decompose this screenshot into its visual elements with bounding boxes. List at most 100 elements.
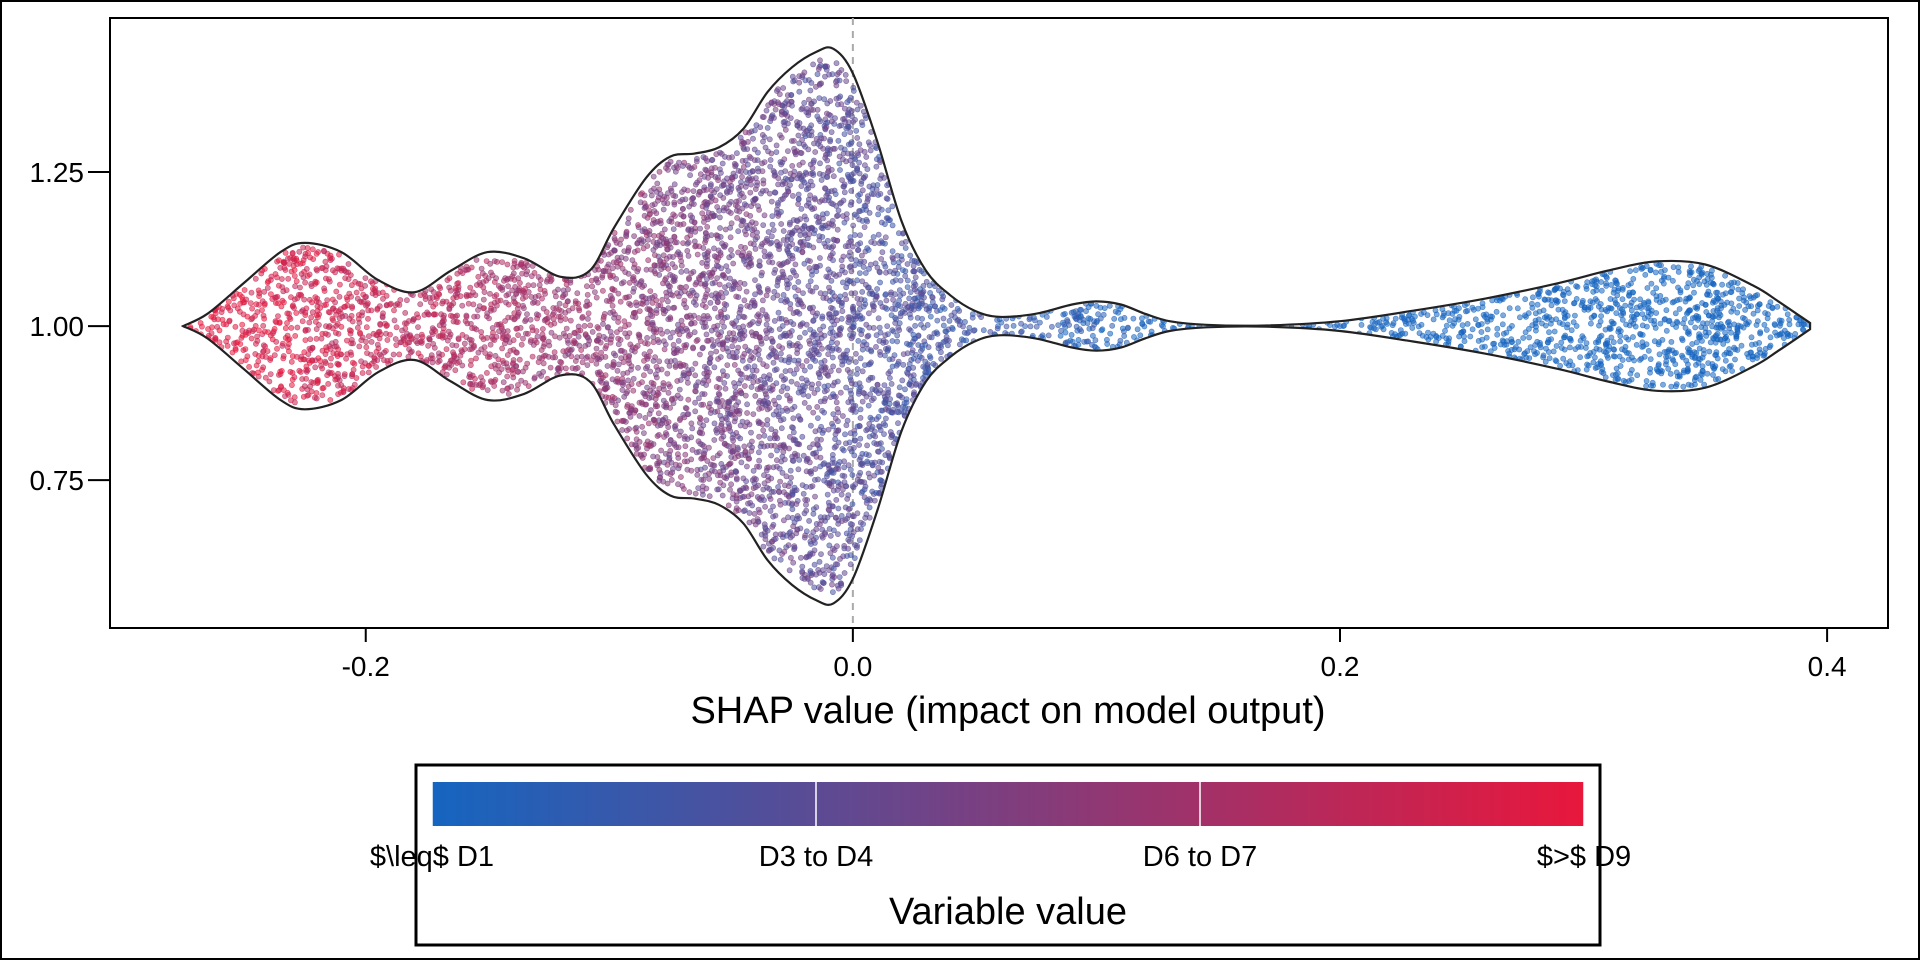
shap-point <box>926 345 931 350</box>
shap-point <box>876 212 881 217</box>
shap-point <box>857 381 862 386</box>
shap-point <box>844 423 849 428</box>
shap-point <box>981 328 986 333</box>
shap-point <box>360 370 365 375</box>
shap-point <box>499 324 504 329</box>
shap-point <box>627 426 632 431</box>
shap-point <box>722 475 727 480</box>
shap-point <box>836 208 841 213</box>
shap-point <box>733 384 738 389</box>
shap-point <box>731 331 736 336</box>
shap-point <box>279 276 284 281</box>
shap-point <box>743 184 748 189</box>
shap-point <box>568 318 573 323</box>
shap-point <box>795 123 800 128</box>
shap-point <box>1046 333 1051 338</box>
shap-point <box>473 356 478 361</box>
shap-point <box>626 248 631 253</box>
shap-point <box>858 415 863 420</box>
shap-point <box>253 323 258 328</box>
shap-point <box>874 157 879 162</box>
shap-point <box>624 232 629 237</box>
shap-point <box>806 113 811 118</box>
shap-point <box>835 238 840 243</box>
shap-point <box>327 323 332 328</box>
shap-point <box>1056 323 1061 328</box>
shap-point <box>752 303 757 308</box>
shap-point <box>346 261 351 266</box>
shap-point <box>890 328 895 333</box>
shap-point <box>867 515 872 520</box>
shap-point <box>1664 328 1669 333</box>
shap-point <box>1692 378 1697 383</box>
shap-point <box>506 302 511 307</box>
shap-point <box>333 339 338 344</box>
shap-point <box>488 379 493 384</box>
shap-point <box>1632 358 1637 363</box>
shap-point <box>885 324 890 329</box>
shap-point <box>795 498 800 503</box>
shap-point <box>822 97 827 102</box>
shap-point <box>696 380 701 385</box>
shap-point <box>701 423 706 428</box>
shap-point <box>844 553 849 558</box>
shap-point <box>889 381 894 386</box>
shap-point <box>383 331 388 336</box>
shap-point <box>738 436 743 441</box>
shap-point <box>849 151 854 156</box>
shap-point <box>905 261 910 266</box>
shap-point <box>857 306 862 311</box>
shap-point <box>445 278 450 283</box>
shap-point <box>1749 304 1754 309</box>
shap-point <box>586 342 591 347</box>
shap-point <box>635 365 640 370</box>
shap-point <box>292 400 297 405</box>
shap-point <box>858 356 863 361</box>
shap-point <box>391 308 396 313</box>
shap-point <box>790 193 795 198</box>
shap-point <box>616 362 621 367</box>
shap-point <box>535 316 540 321</box>
shap-point <box>865 459 870 464</box>
shap-point <box>1444 323 1449 328</box>
shap-point <box>704 382 709 387</box>
shap-point <box>665 462 670 467</box>
shap-point <box>780 551 785 556</box>
shap-point <box>771 228 776 233</box>
shap-point <box>828 113 833 118</box>
shap-point <box>297 368 302 373</box>
shap-point <box>557 335 562 340</box>
shap-point <box>804 187 809 192</box>
shap-point <box>303 338 308 343</box>
shap-point <box>750 319 755 324</box>
shap-point <box>668 316 673 321</box>
shap-point <box>808 193 813 198</box>
shap-point <box>811 62 816 67</box>
shap-point <box>1706 361 1711 366</box>
shap-point <box>479 329 484 334</box>
shap-point <box>834 214 839 219</box>
shap-point <box>345 297 350 302</box>
shap-point <box>696 315 701 320</box>
shap-point <box>708 351 713 356</box>
shap-point <box>744 479 749 484</box>
shap-point <box>749 374 754 379</box>
shap-point <box>910 348 915 353</box>
shap-point <box>553 294 558 299</box>
shap-point <box>610 303 615 308</box>
shap-point <box>747 222 752 227</box>
shap-point <box>843 355 848 360</box>
shap-point <box>1620 310 1625 315</box>
shap-point <box>742 333 747 338</box>
shap-point <box>670 261 675 266</box>
shap-point <box>858 436 863 441</box>
shap-point <box>854 100 859 105</box>
shap-point <box>1516 339 1521 344</box>
shap-point <box>808 364 813 369</box>
shap-point <box>1468 334 1473 339</box>
shap-point <box>1090 333 1095 338</box>
shap-point <box>579 347 584 352</box>
shap-point <box>1615 288 1620 293</box>
shap-point <box>505 374 510 379</box>
